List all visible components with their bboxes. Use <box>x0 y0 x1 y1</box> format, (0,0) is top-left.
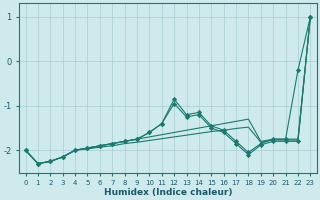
X-axis label: Humidex (Indice chaleur): Humidex (Indice chaleur) <box>104 188 232 197</box>
